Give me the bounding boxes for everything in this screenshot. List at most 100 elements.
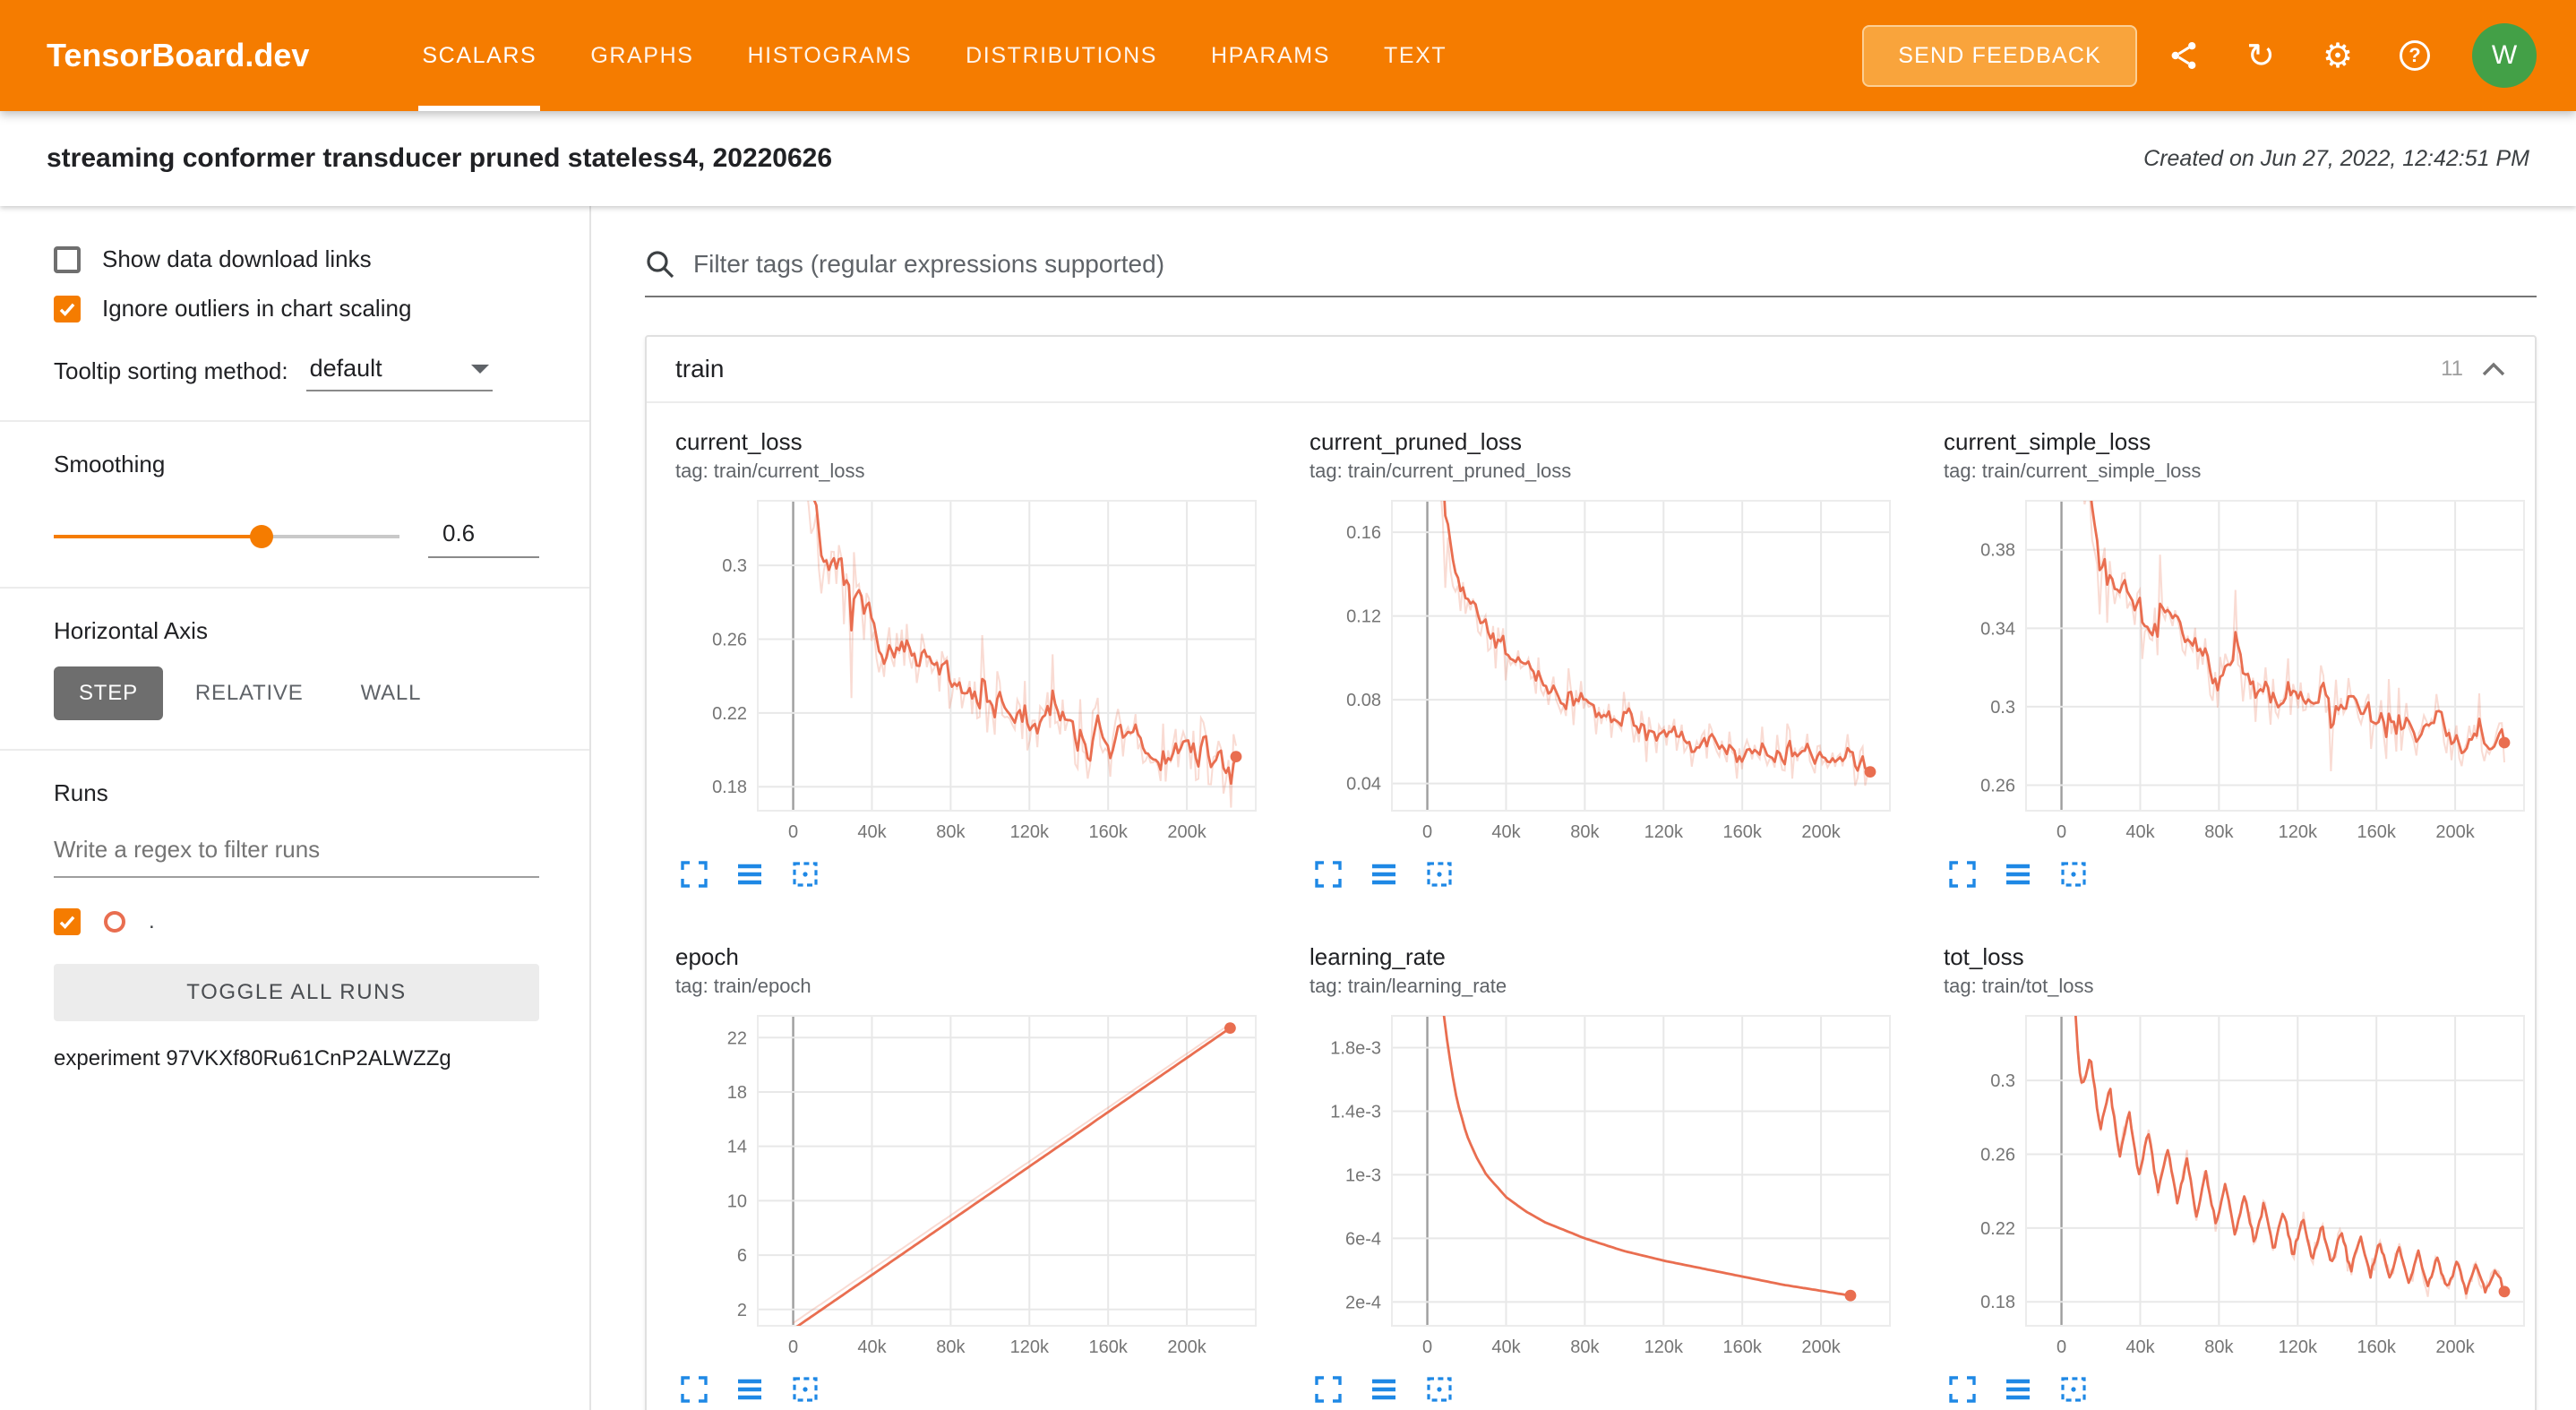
svg-text:120k: 120k: [1644, 1337, 1684, 1357]
settings-gear-icon[interactable]: ⚙: [2322, 37, 2354, 75]
chart-title: learning_rate: [1309, 943, 1446, 970]
svg-text:0: 0: [2057, 1337, 2066, 1357]
svg-text:200k: 200k: [2435, 1337, 2475, 1357]
chart-tile: learning_rate tag: train/learning_rate 0…: [1309, 943, 1901, 1405]
svg-text:6: 6: [737, 1246, 747, 1266]
data-table-icon[interactable]: [1369, 859, 1399, 890]
svg-text:0.26: 0.26: [1980, 1145, 2015, 1165]
run-checkbox-checked-icon[interactable]: [54, 908, 81, 935]
dashboard-main: train 11 current_loss tag: train/current…: [591, 206, 2576, 1410]
user-avatar[interactable]: W: [2472, 23, 2537, 88]
chevron-up-icon[interactable]: [2481, 361, 2506, 377]
svg-text:160k: 160k: [1722, 1337, 1762, 1357]
main-nav: SCALARS GRAPHS HISTOGRAMS DISTRIBUTIONS …: [395, 0, 1473, 111]
scalar-line-chart[interactable]: 0 40k 80k 120k 160k 200k 2e-4 6e-4 1e-3 1.4e-3 1.8…: [1309, 1007, 1901, 1365]
tag-filter-input[interactable]: [693, 250, 2537, 279]
experiment-created-date: Created on Jun 27, 2022, 12:42:51 PM: [2143, 145, 2529, 171]
chart-actions: [1309, 859, 1901, 890]
fit-domain-icon[interactable]: [790, 1374, 820, 1405]
show-download-links-checkbox[interactable]: Show data download links: [54, 245, 539, 273]
svg-text:80k: 80k: [936, 1337, 966, 1357]
sidebar-divider: [0, 420, 589, 422]
tooltip-sorting-select[interactable]: default: [305, 351, 493, 391]
send-feedback-button[interactable]: SEND FEEDBACK: [1862, 24, 2137, 87]
chart-tag: tag: train/learning_rate: [1309, 975, 1507, 997]
tag-group-card: train 11 current_loss tag: train/current…: [645, 335, 2537, 1410]
scalar-line-chart[interactable]: 0 40k 80k 120k 160k 200k 0.18 0.22 0.26 0.3: [675, 492, 1267, 850]
axis-relative-button[interactable]: RELATIVE: [170, 666, 329, 720]
expand-chart-icon[interactable]: [1947, 1374, 1978, 1405]
expand-chart-icon[interactable]: [1313, 859, 1344, 890]
expand-chart-icon[interactable]: [679, 1374, 709, 1405]
chart-title: current_simple_loss: [1944, 428, 2151, 455]
svg-text:0.04: 0.04: [1346, 775, 1381, 795]
svg-text:80k: 80k: [1570, 822, 1600, 842]
tag-group-header[interactable]: train 11: [647, 337, 2535, 403]
tab-distributions[interactable]: DISTRIBUTIONS: [966, 42, 1158, 68]
checkbox-unchecked-icon: [54, 245, 81, 273]
scalar-line-chart[interactable]: 0 40k 80k 120k 160k 200k 0.26 0.3 0.34 0.38: [1944, 492, 2535, 850]
data-table-icon[interactable]: [734, 859, 765, 890]
expand-chart-icon[interactable]: [679, 859, 709, 890]
run-list-item[interactable]: .: [54, 908, 539, 935]
share-icon[interactable]: [2153, 25, 2214, 86]
svg-text:0.3: 0.3: [722, 556, 747, 576]
chart-title: current_pruned_loss: [1309, 428, 1523, 455]
tab-hparams[interactable]: HPARAMS: [1211, 42, 1330, 68]
expand-chart-icon[interactable]: [1313, 1374, 1344, 1405]
tab-text[interactable]: TEXT: [1384, 42, 1447, 68]
svg-text:0.26: 0.26: [712, 630, 747, 649]
svg-text:0.38: 0.38: [1980, 541, 2015, 561]
chart-tag: tag: train/tot_loss: [1944, 975, 2094, 997]
smoothing-value-input[interactable]: [428, 514, 539, 558]
axis-step-button[interactable]: STEP: [54, 666, 163, 720]
svg-text:160k: 160k: [2357, 1337, 2396, 1357]
settings-sidebar: Show data download links Ignore outliers…: [0, 206, 591, 1410]
tab-histograms[interactable]: HISTOGRAMS: [747, 42, 913, 68]
svg-text:10: 10: [727, 1191, 747, 1211]
fit-domain-icon[interactable]: [1424, 859, 1455, 890]
data-table-icon[interactable]: [734, 1374, 765, 1405]
refresh-icon[interactable]: ↻: [2246, 37, 2275, 75]
svg-text:18: 18: [727, 1083, 747, 1103]
fit-domain-icon[interactable]: [790, 859, 820, 890]
run-color-swatch-icon: [104, 911, 125, 933]
help-icon[interactable]: ?: [2384, 25, 2445, 86]
chart-actions: [1309, 1374, 1901, 1405]
fit-domain-icon[interactable]: [1424, 1374, 1455, 1405]
smoothing-slider[interactable]: [54, 524, 399, 548]
smoothing-slider-thumb[interactable]: [249, 524, 273, 548]
app-logo[interactable]: TensorBoard.dev: [47, 37, 310, 73]
ignore-outliers-checkbox[interactable]: Ignore outliers in chart scaling: [54, 295, 539, 322]
tab-scalars[interactable]: SCALARS: [395, 0, 563, 111]
data-table-icon[interactable]: [2003, 859, 2033, 890]
svg-text:80k: 80k: [1570, 1337, 1600, 1357]
axis-wall-button[interactable]: WALL: [336, 666, 447, 720]
horizontal-axis-label: Horizontal Axis: [54, 617, 208, 644]
expand-chart-icon[interactable]: [1947, 859, 1978, 890]
svg-text:200k: 200k: [2435, 822, 2475, 842]
tab-graphs[interactable]: GRAPHS: [590, 42, 694, 68]
search-icon: [645, 249, 675, 279]
top-app-bar: TensorBoard.dev SCALARS GRAPHS HISTOGRAM…: [0, 0, 2576, 111]
svg-text:160k: 160k: [1088, 822, 1128, 842]
data-table-icon[interactable]: [2003, 1374, 2033, 1405]
scalar-line-chart[interactable]: 0 40k 80k 120k 160k 200k 0.18 0.22 0.26 0.3: [1944, 1007, 2535, 1365]
sidebar-divider: [0, 587, 589, 589]
scalar-line-chart[interactable]: 0 40k 80k 120k 160k 200k 2 6 10 14 18 22: [675, 1007, 1267, 1365]
smoothing-label: Smoothing: [54, 451, 166, 477]
runs-filter-input[interactable]: [54, 829, 539, 878]
data-table-icon[interactable]: [1369, 1374, 1399, 1405]
svg-text:22: 22: [727, 1028, 747, 1048]
run-name: .: [149, 909, 155, 933]
chart-tile: current_simple_loss tag: train/current_s…: [1944, 428, 2535, 890]
svg-text:0: 0: [788, 1337, 798, 1357]
svg-text:120k: 120k: [1010, 1337, 1050, 1357]
toggle-all-runs-button[interactable]: TOGGLE ALL RUNS: [54, 964, 539, 1021]
svg-text:0.18: 0.18: [712, 778, 747, 797]
scalar-line-chart[interactable]: 0 40k 80k 120k 160k 200k 0.04 0.08 0.12 0.16: [1309, 492, 1901, 850]
svg-text:120k: 120k: [2279, 1337, 2318, 1357]
fit-domain-icon[interactable]: [2058, 859, 2089, 890]
chart-title: tot_loss: [1944, 943, 2024, 970]
fit-domain-icon[interactable]: [2058, 1374, 2089, 1405]
